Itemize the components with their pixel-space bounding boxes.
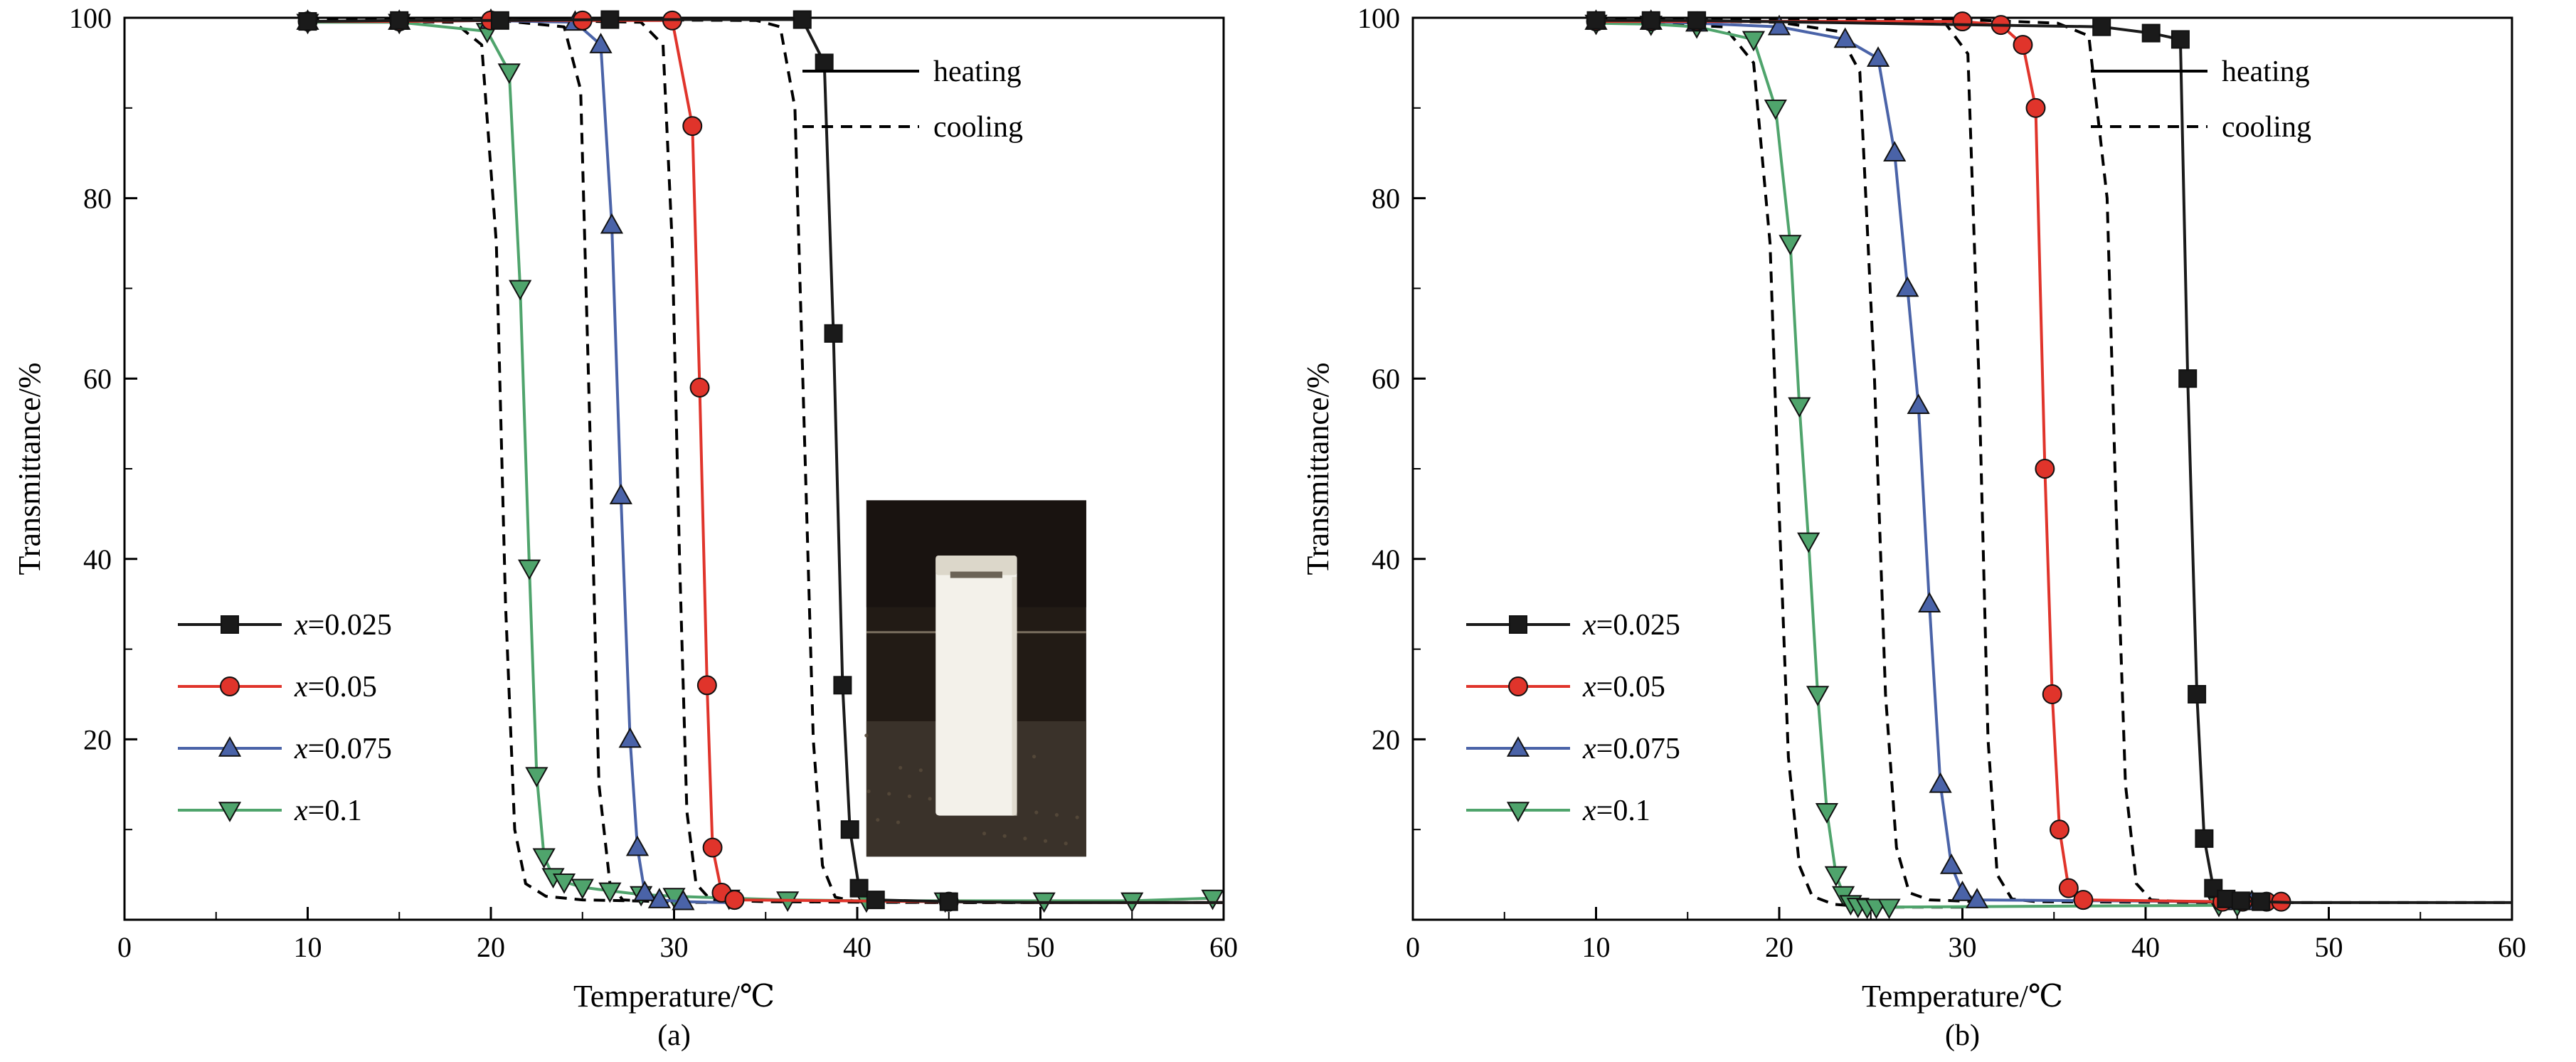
x-tick-label: 0	[117, 931, 132, 963]
x-tick-label: 40	[2131, 931, 2160, 963]
y-tick-label: 40	[83, 543, 112, 575]
y-axis: 20 40 60 80 100	[69, 2, 137, 831]
legend-series-label: x=0.1	[294, 795, 362, 827]
series-legend: x=0.025 x=0.05 x=0.075 x=0.1	[178, 609, 392, 827]
series-x=0.05-cooling-line	[1596, 18, 2237, 904]
x-axis: 0 10 20 30 40 50 60	[1406, 907, 2526, 963]
line-style-legend: heating cooling	[802, 55, 1023, 144]
series-x=0.075-cooling-line	[307, 18, 711, 904]
x-tick-label: 20	[477, 931, 505, 963]
x-tick-label: 10	[294, 931, 322, 963]
y-axis-label: Transmittance/%	[1300, 363, 1335, 575]
floor-speckle	[1002, 834, 1007, 838]
series-legend: x=0.025 x=0.05 x=0.075 x=0.1	[1466, 609, 1680, 827]
series-x=0.075-heating-line	[307, 18, 729, 904]
floor-speckle	[982, 832, 987, 836]
floor-speckle	[1043, 839, 1048, 843]
legend-series-label: x=0.025	[294, 609, 392, 642]
floor-speckle	[864, 733, 869, 738]
floor-speckle	[928, 797, 932, 801]
cuvette-opening	[950, 571, 1002, 578]
legend-series-label: x=0.025	[1582, 609, 1680, 642]
chart-panel-a: 0 10 20 30 40 50 60 20 40 60 80 100 Temperature/℃ Tra…	[12, 2, 1238, 1052]
floor-speckle	[866, 789, 871, 794]
y-tick-label: 60	[83, 363, 112, 395]
series-x=0.1-heating-line	[1596, 21, 2237, 909]
y-tick-label: 100	[1357, 2, 1400, 34]
floor-speckle	[1075, 815, 1079, 819]
x-tick-label: 0	[1406, 931, 1420, 963]
x-tick-label: 60	[2498, 931, 2526, 963]
legend-series-label: x=0.075	[1582, 733, 1680, 765]
floor-speckle	[876, 817, 880, 822]
series-x=0.075-markers	[1584, 9, 2264, 910]
floor-speckle	[1054, 813, 1059, 817]
x-tick-label: 50	[1027, 931, 1055, 963]
y-tick-label: 60	[1372, 363, 1400, 395]
panel-caption: (a)	[657, 1019, 691, 1052]
series-x=0.075-markers	[296, 8, 695, 910]
series-x=0.025-heating-line	[1596, 18, 2512, 904]
line-style-legend: heating cooling	[2091, 55, 2311, 144]
cooling-legend-label: cooling	[933, 111, 1023, 144]
y-tick-label: 20	[83, 723, 112, 755]
heating-legend-label: heating	[2222, 55, 2310, 88]
y-tick-label: 100	[69, 2, 112, 34]
legend-series-label: x=0.05	[1582, 671, 1665, 703]
y-axis: 20 40 60 80 100	[1357, 2, 1426, 831]
cooling-legend-label: cooling	[2222, 111, 2311, 144]
x-axis-label: Temperature/℃	[1862, 979, 2063, 1014]
floor-speckle	[887, 792, 891, 796]
x-tick-label: 30	[1949, 931, 1977, 963]
legend-series-label: x=0.05	[294, 671, 377, 703]
x-axis: 0 10 20 30 40 50 60	[117, 907, 1238, 963]
floor-speckle	[1034, 810, 1039, 814]
x-tick-label: 20	[1765, 931, 1793, 963]
y-tick-label: 80	[83, 183, 112, 215]
x-tick-label: 60	[1209, 931, 1238, 963]
legend-series-label: x=0.1	[1582, 795, 1650, 827]
series-x=0.025-cooling-line	[1596, 18, 2512, 904]
series-x=0.1-markers	[1584, 14, 2249, 920]
inset-cuvette-photo	[864, 500, 1086, 857]
y-tick-label: 40	[1372, 543, 1400, 575]
chart-a-svg: 0 10 20 30 40 50 60 20 40 60 80 100 Temperature/℃ Tra…	[12, 2, 1238, 1052]
floor-speckle	[896, 820, 901, 824]
floor-speckle	[1064, 841, 1068, 846]
floor-speckle	[899, 765, 903, 770]
series-x=0.1-cooling-line	[307, 18, 674, 903]
floor-speckle	[1032, 755, 1037, 759]
floor-speckle	[907, 794, 912, 799]
series-x=0.075-heating-line	[1596, 20, 2252, 903]
y-tick-label: 20	[1372, 723, 1400, 755]
chart-panel-b: 0 10 20 30 40 50 60 20 40 60 80 100 Temperature/℃ Tra…	[1288, 0, 2576, 1062]
x-tick-label: 30	[660, 931, 689, 963]
floor-speckle	[1023, 837, 1027, 841]
cuvette-body	[935, 556, 1017, 816]
series-x=0.025-markers	[1586, 11, 2271, 911]
series-x=0.05-markers	[297, 10, 959, 912]
floor-speckle	[918, 768, 923, 772]
y-axis-label: Transmittance/%	[12, 363, 47, 575]
x-tick-label: 40	[843, 931, 871, 963]
panel-caption: (b)	[1945, 1019, 1980, 1052]
heating-legend-label: heating	[933, 55, 1022, 88]
x-axis-label: Temperature/℃	[573, 979, 775, 1014]
plot-border	[1411, 16, 2513, 921]
chart-b-svg: 0 10 20 30 40 50 60 20 40 60 80 100 Temperature/℃ Tra…	[1300, 2, 2526, 1052]
x-tick-label: 10	[1582, 931, 1611, 963]
x-tick-label: 50	[2315, 931, 2343, 963]
legend-series-label: x=0.075	[294, 733, 392, 765]
cuvette-cap	[935, 556, 1017, 575]
series-x=0.075-cooling-line	[1596, 18, 1981, 903]
series-x=0.025-markers	[298, 10, 958, 911]
y-tick-label: 80	[1372, 183, 1400, 215]
